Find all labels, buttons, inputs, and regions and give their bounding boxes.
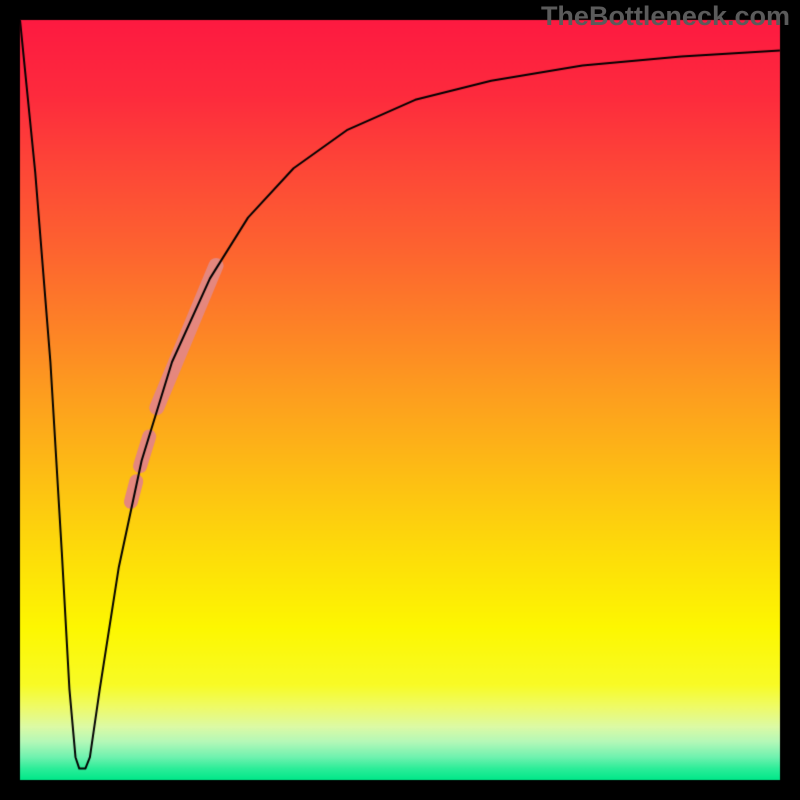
chart-curve [0, 0, 800, 800]
bottleneck-chart: TheBottleneck.com [0, 0, 800, 800]
